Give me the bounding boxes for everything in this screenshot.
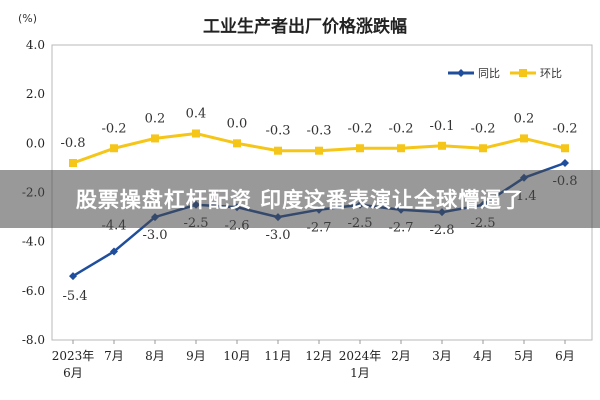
data-label-mom: -0.2 [552, 121, 577, 136]
data-point-mom [438, 141, 446, 150]
overlay-banner: 股票操盘杠杆配资 印度这番表演让全球懵逼了 [0, 170, 600, 228]
legend-label: 同比 [478, 67, 500, 80]
data-point-mom [397, 144, 405, 153]
data-point-mom [315, 146, 323, 155]
x-tick-label: 6月 [63, 366, 83, 380]
x-tick-label: 9月 [186, 349, 206, 363]
y-tick-label: -4.0 [22, 235, 45, 249]
data-point-mom [69, 159, 77, 167]
legend-marker [519, 69, 527, 77]
data-point-mom [233, 139, 241, 148]
x-tick-label: 12月 [305, 349, 332, 363]
x-tick-label: 11月 [264, 349, 291, 363]
data-label-mom: 0.2 [514, 111, 535, 126]
legend-marker [457, 69, 465, 77]
data-point-mom [479, 144, 487, 153]
data-label-mom: -0.2 [101, 121, 126, 136]
x-tick-label: 2023年 [52, 349, 95, 363]
x-tick-label: 10月 [223, 349, 250, 363]
legend-label: 环比 [540, 67, 562, 80]
data-label-mom: -0.3 [265, 124, 290, 139]
data-point-yoy [69, 272, 77, 281]
y-tick-label: 0.0 [26, 136, 45, 150]
data-label-mom: 0.4 [186, 107, 207, 122]
data-label-mom: -0.8 [60, 136, 85, 151]
data-label-mom: 0.0 [227, 116, 248, 131]
data-point-yoy [110, 247, 118, 256]
x-tick-label: 4月 [473, 349, 493, 363]
data-point-mom [274, 146, 282, 155]
x-tick-label: 2024年 [339, 349, 382, 363]
data-label-mom: -0.2 [388, 121, 413, 136]
data-label-mom: -0.3 [306, 124, 331, 139]
x-axis: 2023年 6月 7月 8月 9月 10月 11月 12月 2024年 1月 2月 3月 4月 5月 6月 [52, 340, 575, 380]
y-tick-label: -8.0 [22, 333, 45, 347]
y-tick-label: 4.0 [26, 38, 45, 52]
data-label-mom: -0.2 [470, 121, 495, 136]
x-tick-label: 5月 [514, 349, 534, 363]
data-label-mom: -0.2 [347, 121, 372, 136]
data-label-yoy: -3.0 [142, 228, 167, 243]
x-tick-label: 8月 [145, 349, 165, 363]
y-axis-unit: (%) [18, 12, 37, 25]
data-label-mom: -0.1 [429, 119, 454, 134]
data-point-mom [110, 144, 118, 153]
data-label-yoy: -5.4 [62, 289, 87, 304]
data-point-mom [151, 134, 159, 143]
x-tick-label: 1月 [350, 366, 370, 380]
data-point-mom [561, 144, 569, 153]
data-point-mom [520, 134, 528, 143]
legend: 同比 环比 [448, 67, 562, 80]
x-tick-label: 7月 [104, 349, 124, 363]
x-tick-label: 6月 [555, 349, 575, 363]
x-tick-label: 3月 [432, 349, 452, 363]
y-tick-label: -6.0 [22, 284, 45, 298]
data-point-mom [356, 144, 364, 153]
data-point-mom [192, 129, 200, 138]
chart-title: 工业生产者出厂价格涨跌幅 [203, 16, 407, 37]
data-label-mom: 0.2 [145, 111, 166, 126]
data-point-yoy [561, 159, 569, 167]
data-label-yoy: -3.0 [265, 228, 290, 243]
y-tick-label: 2.0 [26, 87, 45, 101]
x-tick-label: 2月 [391, 349, 411, 363]
banner-text: 股票操盘杠杆配资 印度这番表演让全球懵逼了 [75, 188, 525, 212]
